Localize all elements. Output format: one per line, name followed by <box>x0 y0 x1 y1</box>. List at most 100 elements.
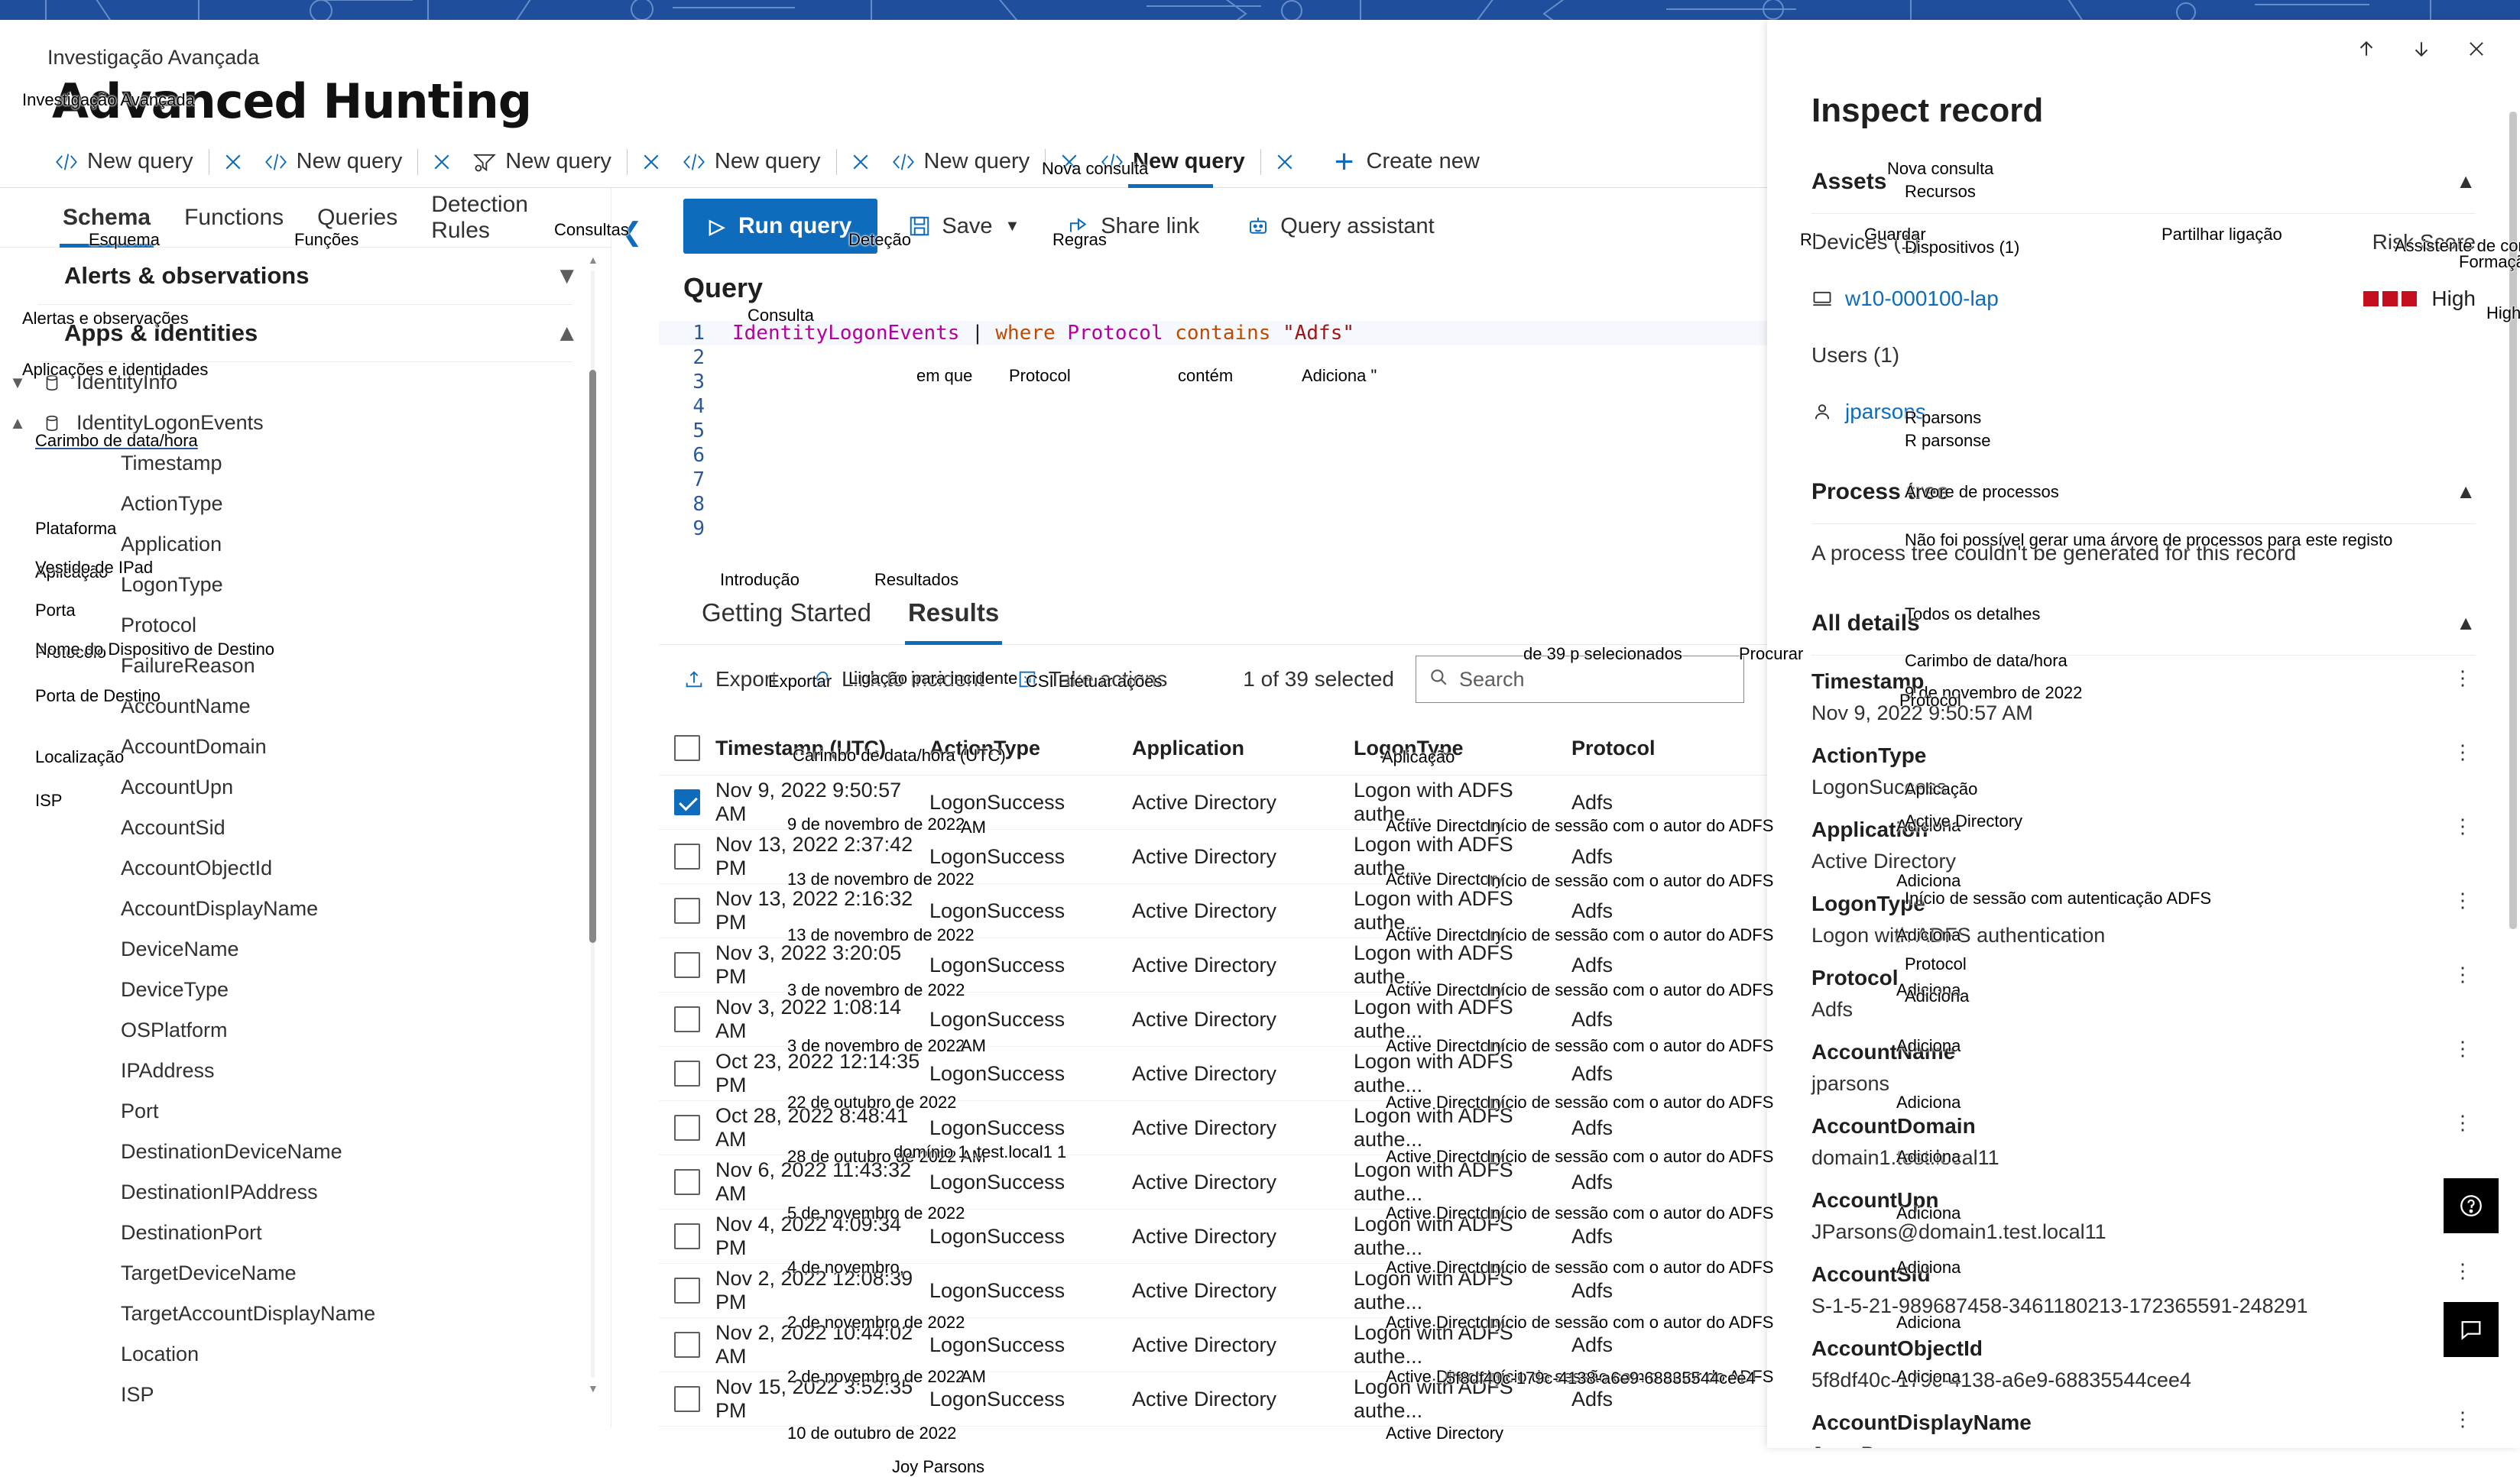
schema-table-IdentityLogonEvents[interactable]: ▲ IdentityLogonEvents <box>0 403 611 443</box>
checkbox-box[interactable] <box>674 1169 700 1195</box>
table-row[interactable]: Oct 23, 2022 12:14:35 PM LogonSuccess Acti… <box>659 1047 1767 1101</box>
more-options-icon[interactable]: ⋮ <box>2453 740 2473 763</box>
close-tab-icon[interactable] <box>640 151 663 173</box>
row-checkbox[interactable] <box>659 1332 715 1358</box>
search-input[interactable]: Search <box>1416 656 1744 703</box>
close-tab-icon[interactable] <box>1058 151 1081 173</box>
previous-record-button[interactable] <box>2343 27 2390 71</box>
schema-column-Timestamp[interactable]: Timestamp <box>121 452 222 475</box>
row-checkbox[interactable] <box>659 1115 715 1141</box>
scroll-down-arrow[interactable]: ▼ <box>588 1382 598 1394</box>
results-action-take-actions[interactable]: Take actions <box>1017 667 1167 692</box>
schema-column-OSPlatform[interactable]: OSPlatform <box>121 1019 228 1041</box>
more-options-icon[interactable]: ⋮ <box>2453 963 2473 986</box>
results-action-export[interactable]: Export <box>683 667 777 692</box>
checkbox-box[interactable] <box>674 898 700 924</box>
editor-line-8[interactable]: 8 <box>659 492 1767 517</box>
schema-tab-queries[interactable]: Queries <box>317 204 398 230</box>
results-action-link-to-incident[interactable]: Link to incident <box>809 667 984 692</box>
schema-scrollbar[interactable]: ▲ ▼ <box>588 254 598 1394</box>
more-options-icon[interactable]: ⋮ <box>2453 1259 2473 1282</box>
checkbox-box[interactable] <box>674 1332 700 1358</box>
row-checkbox[interactable] <box>659 898 715 924</box>
editor-line-6[interactable]: 6 <box>659 443 1767 468</box>
schema-column-IPAddress[interactable]: IPAddress <box>121 1059 215 1082</box>
results-tab-getting-started[interactable]: Getting Started <box>702 598 871 627</box>
chevron-up-icon[interactable]: ▲ <box>2456 611 2476 634</box>
editor-line-4[interactable]: 4 <box>659 394 1767 419</box>
checkbox-box[interactable] <box>674 1115 700 1141</box>
checkbox-box[interactable] <box>674 735 700 761</box>
column-header-Protocol[interactable]: Protocol <box>1571 736 1656 760</box>
more-options-icon[interactable]: ⋮ <box>2453 889 2473 912</box>
row-checkbox[interactable] <box>659 1006 715 1032</box>
create-new-button[interactable]: + Create new <box>1335 144 1480 178</box>
all-details-header[interactable]: All details ▲ <box>1811 591 2476 656</box>
schema-tab-detection-rules[interactable]: Detection Rules <box>431 191 528 243</box>
row-checkbox[interactable] <box>659 1061 715 1087</box>
column-header-LogonType[interactable]: LogonType <box>1354 736 1464 760</box>
close-tab-icon[interactable] <box>430 151 453 173</box>
editor-line-2[interactable]: 2 <box>659 345 1767 370</box>
query-tab-5[interactable]: New query <box>889 136 1033 188</box>
column-header-Application[interactable]: Application <box>1132 736 1244 760</box>
schema-group-1[interactable]: Apps & identities ▲ <box>0 305 611 361</box>
user-name-link[interactable]: jparsons <box>1845 400 1926 423</box>
schema-column-ActionType[interactable]: ActionType <box>121 492 223 515</box>
more-options-icon[interactable]: ⋮ <box>2453 815 2473 837</box>
feedback-fab[interactable] <box>2444 1302 2499 1357</box>
checkbox-box[interactable] <box>674 1061 700 1087</box>
close-tab-icon[interactable] <box>222 151 245 173</box>
close-tab-icon[interactable] <box>1273 151 1296 173</box>
checkbox-box[interactable] <box>674 1386 700 1412</box>
results-tab-results[interactable]: Results <box>890 581 1017 645</box>
row-checkbox[interactable] <box>659 1386 715 1412</box>
inspect-scrollbar[interactable] <box>2509 112 2517 929</box>
save-button[interactable]: Save ▼ <box>891 199 1036 254</box>
schema-tab-schema[interactable]: Schema <box>46 188 167 248</box>
schema-column-DeviceName[interactable]: DeviceName <box>121 938 239 960</box>
chevron-down-icon[interactable]: ▼ <box>555 262 579 289</box>
schema-tab-functions[interactable]: Functions <box>184 204 284 230</box>
row-checkbox[interactable] <box>659 1169 715 1195</box>
query-editor[interactable]: 1 IdentityLogonEvents | where Protocol co… <box>659 321 1767 573</box>
schema-column-Port[interactable]: Port <box>121 1100 159 1122</box>
schema-column-LogonType[interactable]: LogonType <box>121 573 223 596</box>
table-row[interactable]: Nov 2, 2022 10:44:02 AM LogonSuccess Activ… <box>659 1318 1767 1372</box>
table-row[interactable]: Nov 3, 2022 3:20:05 PM LogonSuccess Active… <box>659 938 1767 993</box>
scrollbar-thumb[interactable] <box>589 370 596 943</box>
schema-column-TargetAccountDisplayName[interactable]: TargetAccountDisplayName <box>121 1302 376 1325</box>
editor-line-3[interactable]: 3 <box>659 370 1767 394</box>
collapse-pane-chevron-icon[interactable]: ❮ <box>621 218 643 247</box>
chevron-down-icon[interactable]: ▼ <box>9 372 26 392</box>
query-tab-4[interactable]: New query <box>679 136 824 188</box>
schema-column-Protocol[interactable]: Protocol <box>121 614 197 636</box>
schema-column-DeviceType[interactable]: DeviceType <box>121 978 229 1001</box>
schema-column-AccountDisplayName[interactable]: AccountDisplayName <box>121 897 319 920</box>
schema-column-DestinationIPAddress[interactable]: DestinationIPAddress <box>121 1181 318 1203</box>
more-options-icon[interactable]: ⋮ <box>2453 666 2473 689</box>
checkbox-box[interactable] <box>674 1278 700 1304</box>
schema-table-IdentityInfo[interactable]: ▼ IdentityInfo <box>0 362 611 403</box>
row-checkbox[interactable] <box>659 789 715 815</box>
chevron-up-icon[interactable]: ▲ <box>2456 170 2476 193</box>
more-options-icon[interactable]: ⋮ <box>2453 1037 2473 1060</box>
checkbox-box[interactable] <box>674 1223 700 1249</box>
help-fab[interactable] <box>2444 1178 2499 1233</box>
chevron-up-icon[interactable]: ▲ <box>2456 480 2476 503</box>
schema-group-0[interactable]: Alerts & observations ▼ <box>0 248 611 304</box>
query-tab-3[interactable]: New query <box>470 136 615 188</box>
table-row[interactable]: Nov 2, 2022 12:08:39 PM LogonSuccess Activ… <box>659 1264 1767 1318</box>
schema-column-AccountDomain[interactable]: AccountDomain <box>121 735 267 758</box>
scroll-up-arrow[interactable]: ▲ <box>588 254 598 266</box>
query-tab-2[interactable]: New query <box>261 136 406 188</box>
checkbox-box[interactable] <box>674 952 700 978</box>
chevron-up-icon[interactable]: ▲ <box>9 413 26 432</box>
checkbox-box[interactable] <box>674 844 700 870</box>
table-row[interactable]: Nov 3, 2022 1:08:14 AM LogonSuccess Active… <box>659 993 1767 1047</box>
process-tree-header[interactable]: Process tree ▲ <box>1811 460 2476 524</box>
table-row[interactable]: Nov 13, 2022 2:37:42 PM LogonSuccess Activ… <box>659 830 1767 884</box>
more-options-icon[interactable]: ⋮ <box>2453 1111 2473 1134</box>
device-entity-row[interactable]: w10-000100-lap High <box>1811 270 2476 327</box>
chevron-up-icon[interactable]: ▲ <box>555 319 579 346</box>
